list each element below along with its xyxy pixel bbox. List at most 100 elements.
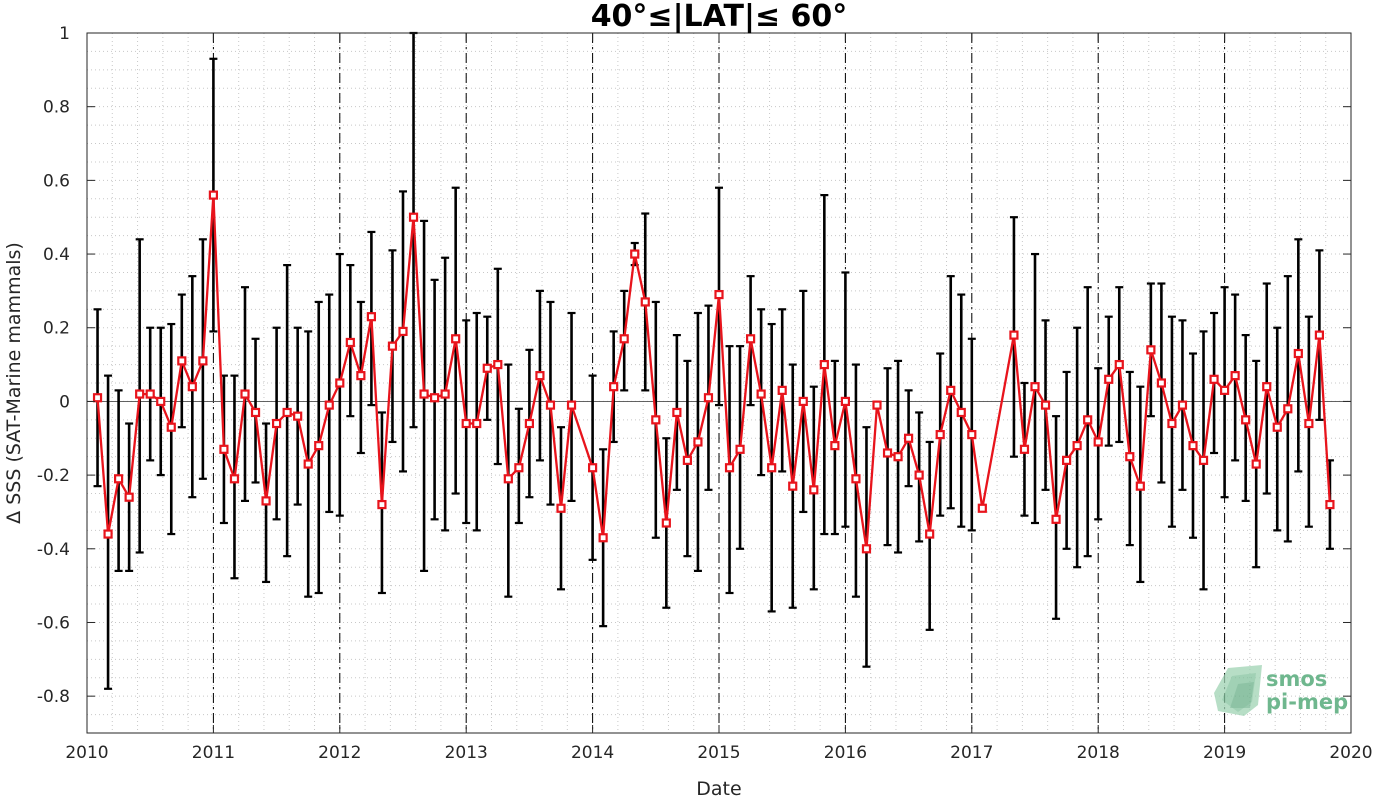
data-point-marker bbox=[387, 341, 398, 351]
data-point-marker bbox=[545, 400, 556, 410]
data-point-marker bbox=[503, 474, 513, 484]
x-tick-label: 2015 bbox=[697, 743, 740, 763]
data-point-marker bbox=[682, 455, 693, 465]
data-point-marker bbox=[103, 529, 113, 539]
x-tick-label: 2017 bbox=[950, 743, 993, 763]
data-point-marker bbox=[946, 385, 956, 395]
logo-map-icon bbox=[1214, 665, 1262, 716]
x-tick-label: 2013 bbox=[445, 743, 488, 763]
data-point-marker bbox=[1156, 378, 1167, 388]
data-point-marker bbox=[619, 334, 629, 344]
data-point-marker bbox=[92, 393, 103, 403]
x-axis-label: Date bbox=[696, 778, 741, 800]
y-tick-label: 0 bbox=[59, 392, 70, 412]
data-point-marker bbox=[314, 441, 324, 451]
data-point-marker bbox=[145, 389, 155, 399]
y-tick-label: -0.6 bbox=[37, 613, 70, 633]
data-point-marker bbox=[788, 481, 798, 491]
data-point-marker bbox=[724, 463, 735, 473]
data-point-marker bbox=[861, 544, 872, 554]
data-point-marker bbox=[514, 463, 524, 473]
data-point-marker bbox=[166, 422, 176, 432]
y-tick-label: 0.6 bbox=[43, 171, 70, 191]
data-point-marker bbox=[366, 312, 376, 322]
data-point-marker bbox=[703, 393, 714, 403]
data-point-marker bbox=[272, 418, 282, 429]
data-point-marker bbox=[1125, 452, 1135, 462]
data-point-marker bbox=[1114, 359, 1124, 370]
data-point-marker bbox=[1198, 455, 1209, 465]
data-point-marker bbox=[1251, 459, 1261, 469]
series-markers bbox=[92, 190, 1335, 554]
data-point-marker bbox=[408, 212, 419, 222]
data-point-marker bbox=[956, 407, 966, 418]
data-point-marker bbox=[1051, 514, 1061, 524]
data-point-marker bbox=[830, 441, 840, 451]
data-point-marker bbox=[914, 470, 924, 480]
data-point-marker bbox=[1167, 418, 1177, 429]
y-tick-label: -0.8 bbox=[37, 687, 70, 707]
data-point-marker bbox=[640, 297, 650, 307]
data-point-marker bbox=[777, 385, 787, 395]
data-point-marker bbox=[1219, 385, 1230, 395]
data-point-marker bbox=[798, 396, 808, 407]
data-point-marker bbox=[219, 444, 229, 454]
data-point-marker bbox=[345, 337, 355, 348]
x-tick-label: 2020 bbox=[1329, 743, 1372, 763]
data-point-marker bbox=[1314, 330, 1325, 340]
data-point-marker bbox=[1146, 345, 1156, 355]
y-tick-label: 1 bbox=[59, 24, 70, 44]
x-tick-label: 2011 bbox=[192, 743, 235, 763]
data-point-marker bbox=[935, 429, 945, 440]
data-point-marker bbox=[1304, 418, 1314, 429]
data-point-marker bbox=[1283, 404, 1293, 414]
tick-labels: 2010 2011 2012 2013 2014 2015 2016 2017 2018 2019… bbox=[37, 24, 1373, 763]
data-point-marker bbox=[1009, 330, 1019, 340]
data-point-marker bbox=[250, 407, 261, 418]
data-point-marker bbox=[661, 518, 671, 528]
smos-pi-mep-logo: smos pi-mep bbox=[1214, 665, 1348, 716]
data-point-marker bbox=[261, 496, 271, 506]
data-point-marker bbox=[1019, 444, 1030, 454]
data-point-marker bbox=[135, 389, 145, 399]
data-point-marker bbox=[598, 533, 608, 543]
y-tick-label: -0.4 bbox=[37, 540, 70, 560]
x-tick-label: 2019 bbox=[1203, 743, 1246, 763]
data-point-marker bbox=[1093, 437, 1103, 447]
data-point-marker bbox=[872, 400, 882, 410]
data-point-marker bbox=[587, 463, 598, 473]
data-point-marker bbox=[156, 396, 166, 407]
data-point-marker bbox=[735, 444, 745, 454]
data-point-marker bbox=[198, 356, 208, 366]
data-point-marker bbox=[482, 363, 492, 373]
data-point-marker bbox=[229, 474, 240, 484]
logo-text-smos: smos bbox=[1266, 667, 1327, 691]
data-point-marker bbox=[851, 474, 861, 484]
data-point-marker bbox=[461, 418, 471, 429]
data-point-marker bbox=[672, 407, 682, 418]
data-point-marker bbox=[1030, 382, 1040, 392]
data-point-marker bbox=[1262, 382, 1272, 392]
data-point-marker bbox=[714, 289, 724, 300]
data-point-marker bbox=[356, 371, 366, 381]
data-point-marker bbox=[240, 389, 250, 399]
data-point-marker bbox=[745, 334, 756, 344]
data-point-marker bbox=[809, 485, 819, 495]
data-point-marker bbox=[819, 359, 829, 370]
data-point-marker bbox=[967, 429, 977, 440]
data-point-marker bbox=[377, 499, 387, 510]
data-point-marker bbox=[1272, 422, 1282, 432]
y-tick-label: 0.2 bbox=[43, 319, 70, 339]
data-point-marker bbox=[493, 359, 503, 370]
data-point-marker bbox=[977, 503, 987, 513]
data-point-marker bbox=[1188, 441, 1198, 451]
data-point-marker bbox=[398, 326, 408, 337]
data-point-marker bbox=[1209, 374, 1219, 384]
data-point-marker bbox=[293, 411, 303, 421]
y-tick-label: 0.4 bbox=[43, 245, 70, 265]
x-tick-label: 2014 bbox=[571, 743, 614, 763]
data-point-marker bbox=[335, 378, 345, 388]
data-point-marker bbox=[1325, 499, 1335, 510]
x-tick-label: 2016 bbox=[824, 743, 867, 763]
